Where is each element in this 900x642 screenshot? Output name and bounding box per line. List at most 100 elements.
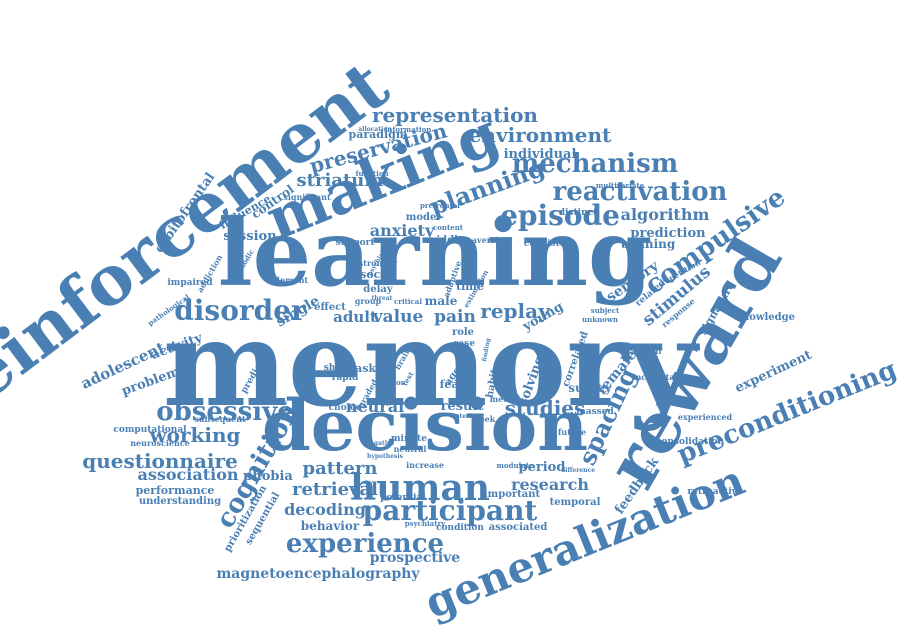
cloud-word-neutral: neutral: [394, 444, 427, 454]
cloud-word-animal: animal: [631, 346, 662, 356]
cloud-word-disorder: disorder: [174, 294, 307, 327]
cloud-word-phobia: phobia: [243, 469, 293, 484]
cloud-word-finding: finding: [481, 337, 492, 362]
cloud-word-knowledge: knowledge: [735, 312, 795, 323]
cloud-word-task: task: [350, 362, 376, 375]
cloud-word-experience: experience: [286, 529, 444, 559]
cloud-word-massed: massed: [576, 407, 614, 417]
cloud-word-association: association: [137, 465, 238, 484]
cloud-word-understanding: understanding: [139, 496, 221, 507]
cloud-word-neural: neural: [346, 397, 404, 416]
cloud-word-rapid: rapid: [332, 373, 359, 383]
cloud-word-effect: effect: [314, 302, 346, 313]
cloud-word-reactivation: reactivation: [553, 177, 728, 207]
cloud-word-stronger: stronger: [359, 258, 398, 268]
cloud-word-survey: survey: [568, 381, 612, 395]
cloud-word-habit: habit: [485, 368, 501, 399]
cloud-word-choice: choice: [329, 403, 362, 413]
cloud-word-consistent: consistent: [524, 239, 577, 249]
cloud-word-decision: decision: [262, 384, 588, 467]
cloud-word-model: model: [406, 212, 441, 223]
cloud-word-increase: increase: [406, 460, 444, 470]
cloud-word-time: time: [456, 280, 484, 293]
cloud-word-critical: critical: [394, 297, 422, 306]
cloud-word-modulate: modulate: [497, 461, 534, 470]
cloud-word-associated: associated: [489, 522, 548, 533]
cloud-word-subsequent: subsequent: [194, 414, 246, 424]
cloud-word-subject: subject: [591, 306, 620, 315]
cloud-word-obsessive: obsessive: [156, 397, 294, 427]
cloud-word-studies: studies: [505, 396, 586, 420]
cloud-word-algorithm: algorithm: [621, 205, 710, 224]
cloud-word-consolidation: consolidation: [656, 437, 725, 447]
cloud-word-role: role: [452, 327, 474, 338]
cloud-word-experienced: experienced: [678, 412, 733, 422]
cloud-word-mechanism: mechanism: [512, 149, 679, 179]
cloud-word-difference: difference: [561, 467, 595, 474]
cloud-word-potential: potential: [380, 493, 426, 503]
cloud-word-research: research: [511, 475, 589, 494]
cloud-word-period: period: [519, 460, 566, 475]
cloud-word-pain: pain: [434, 307, 476, 327]
cloud-word-neuroscience: neuroscience: [130, 438, 190, 448]
cloud-word-case: case: [453, 339, 475, 349]
cloud-word-multivariate: multivariate: [596, 181, 645, 190]
cloud-word-threat: threat: [372, 295, 393, 302]
cloud-word-pattern: pattern: [303, 458, 378, 479]
cloud-word-negative: negative: [366, 440, 395, 447]
cloud-word-episode: episode: [500, 199, 620, 232]
cloud-word-direction: direction: [403, 400, 434, 407]
cloud-word-support: support: [335, 238, 375, 248]
cloud-word-training: training: [621, 237, 676, 251]
cloud-word-minute: minute: [391, 434, 427, 444]
cloud-word-environment: environment: [469, 123, 612, 147]
cloud-word-decoding: decoding: [284, 500, 366, 519]
cloud-word-anxiety: anxiety: [370, 221, 435, 240]
cloud-word-middle: middle: [426, 235, 465, 246]
cloud-word-memory: memory: [163, 294, 701, 433]
cloud-word-social: social: [360, 268, 396, 281]
cloud-word-striatum: striatum: [297, 170, 384, 191]
cloud-word-success: success: [253, 397, 288, 407]
cloud-word-performance: performance: [136, 484, 215, 497]
cloud-word-adult: adult: [333, 308, 377, 326]
cloud-word-impaired: impaired: [167, 278, 213, 288]
cloud-word-male: male: [425, 294, 458, 308]
cloud-word-condition: condition: [436, 523, 484, 533]
cloud-word-aversive: aversive: [472, 235, 508, 245]
cloud-word-retroactive: retroactive: [687, 487, 742, 497]
cloud-word-replay: replay: [480, 299, 551, 323]
cloud-word-learning: learning: [218, 199, 653, 307]
cloud-word-unknown: unknown: [582, 315, 618, 324]
cloud-word-hypothesis: hypothesis: [367, 453, 404, 460]
cloud-word-allocation: allocation: [358, 126, 392, 133]
cloud-word-questionnaire: questionnaire: [82, 449, 238, 473]
cloud-word-significant: significant: [283, 192, 331, 202]
cloud-word-retrieval: retrieval: [292, 479, 378, 500]
cloud-word-representation: representation: [372, 103, 538, 127]
cloud-word-delay: delay: [363, 284, 394, 295]
cloud-word-computational: computational: [113, 425, 187, 435]
cloud-word-temporal: temporal: [550, 497, 601, 508]
cloud-word-short: short: [324, 363, 351, 373]
cloud-word-medial: medial: [490, 394, 520, 404]
cloud-word-week: week: [472, 414, 496, 424]
cloud-word-prediction: prediction: [630, 226, 706, 241]
cloud-word-information: information: [385, 125, 432, 134]
cloud-word-session: session: [223, 229, 277, 244]
cloud-word-paradigm: paradigm: [349, 128, 408, 141]
cloud-word-incidental: incidental: [632, 372, 677, 382]
cloud-word-participant: participant: [363, 494, 538, 527]
cloud-word-region: region: [380, 378, 405, 387]
cloud-word-anterior: anterior: [451, 413, 479, 420]
cloud-word-human: human: [350, 467, 490, 509]
cloud-word-value: value: [372, 307, 424, 327]
cloud-word-prospective: prospective: [370, 550, 461, 566]
cloud-word-result: result: [441, 399, 484, 414]
cloud-word-behavior: behavior: [301, 519, 360, 533]
cloud-word-group: group: [355, 296, 382, 306]
cloud-word-future: future: [558, 427, 586, 437]
cloud-word-prefrontal: prefrontal: [420, 201, 460, 210]
